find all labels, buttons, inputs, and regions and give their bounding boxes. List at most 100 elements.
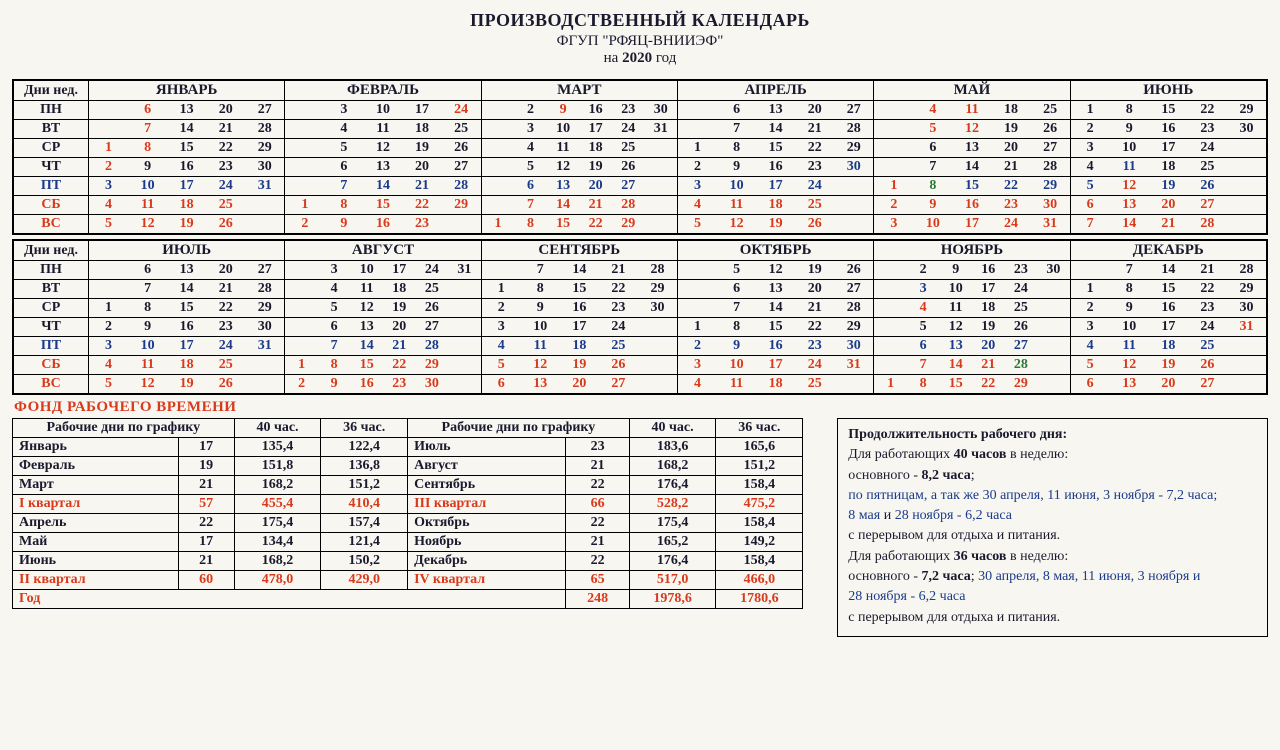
- month-row-cell: 5121926: [874, 120, 1070, 139]
- month-row-cell: 6132027: [481, 375, 677, 394]
- doc-title: ПРОИЗВОДСТВЕННЫЙ КАЛЕНДАРЬ: [12, 10, 1268, 31]
- month-row-cell: 310172431: [1070, 318, 1266, 337]
- month-row-cell: 5121926: [481, 356, 677, 375]
- month-header: МАЙ: [874, 81, 1070, 101]
- month-header: ДЕКАБРЬ: [1070, 241, 1266, 261]
- month-row-cell: 4111825: [677, 196, 873, 215]
- dow-cell: ВС: [14, 215, 89, 234]
- month-row-cell: 5121926: [874, 318, 1070, 337]
- month-row-cell: 29162330: [874, 196, 1070, 215]
- month-row-cell: 3101724: [1070, 139, 1266, 158]
- month-row-cell: 5121926: [677, 215, 873, 234]
- month-row-cell: 4111825: [285, 280, 481, 299]
- month-row-cell: 18152229: [874, 375, 1070, 394]
- dow-cell: ЧТ: [14, 318, 89, 337]
- doc-org: ФГУП "РФЯЦ-ВНИИЭФ": [12, 33, 1268, 50]
- notes-box: Продолжительность рабочего дня: Для рабо…: [837, 418, 1268, 637]
- fund-row: Год2481978,61780,6: [13, 590, 803, 609]
- month-row-cell: 5121926: [1070, 177, 1266, 196]
- month-row-cell: 4111825: [1070, 337, 1266, 356]
- fund-row: Июнь21168,2150,2Декабрь22176,4158,4: [13, 552, 803, 571]
- month-row-cell: 7142128: [677, 120, 873, 139]
- fund-row: I квартал57455,4410,4III квартал66528,24…: [13, 495, 803, 514]
- month-row-cell: 4111825: [89, 356, 285, 375]
- month-row-cell: 7142128: [285, 337, 481, 356]
- month-row-cell: 4111825: [874, 101, 1070, 120]
- month-row-cell: 7142128: [481, 261, 677, 280]
- fund-row: Май17134,4121,4Ноябрь21165,2149,2: [13, 533, 803, 552]
- dow-cell: ВТ: [14, 120, 89, 139]
- month-header: СЕНТЯБРЬ: [481, 241, 677, 261]
- month-row-cell: 18152229: [89, 139, 285, 158]
- month-row-cell: 310172431: [89, 177, 285, 196]
- month-row-cell: 6132027: [1070, 375, 1266, 394]
- month-row-cell: 7142128: [1070, 215, 1266, 234]
- month-header: ФЕВРАЛЬ: [285, 81, 481, 101]
- month-row-cell: 6132027: [89, 101, 285, 120]
- month-row-cell: 29162330: [1070, 299, 1266, 318]
- month-row-cell: 29162330: [677, 337, 873, 356]
- month-row-cell: 18152229: [1070, 280, 1266, 299]
- month-row-cell: 6132027: [285, 158, 481, 177]
- month-row-cell: 29162330: [89, 158, 285, 177]
- month-row-cell: 7142128: [89, 280, 285, 299]
- month-row-cell: 29162330: [874, 261, 1070, 280]
- month-row-cell: 4111825: [874, 299, 1070, 318]
- month-row-cell: 6132027: [481, 177, 677, 196]
- month-row-cell: 7142128: [874, 356, 1070, 375]
- month-row-cell: 18152229: [89, 299, 285, 318]
- month-row-cell: 29162330: [1070, 120, 1266, 139]
- month-row-cell: 5121926: [285, 299, 481, 318]
- calendar-half-1: Дни нед.ЯНВАРЬФЕВРАЛЬМАРТАПРЕЛЬМАЙИЮНЬПН…: [12, 79, 1268, 235]
- month-row-cell: 18152229: [1070, 101, 1266, 120]
- month-header: ИЮЛЬ: [89, 241, 285, 261]
- month-row-cell: 6132027: [1070, 196, 1266, 215]
- month-row-cell: 18152229: [481, 215, 677, 234]
- month-row-cell: 4111825: [1070, 158, 1266, 177]
- fund-table-wrap: Рабочие дни по графику40 час.36 час.Рабо…: [12, 418, 803, 609]
- month-header: ИЮНЬ: [1070, 81, 1266, 101]
- month-row-cell: 7142128: [481, 196, 677, 215]
- month-row-cell: 7142128: [89, 120, 285, 139]
- month-row-cell: 5121926: [89, 215, 285, 234]
- month-row-cell: 310172431: [89, 337, 285, 356]
- fund-row: Апрель22175,4157,4Октябрь22175,4158,4: [13, 514, 803, 533]
- month-row-cell: 6132027: [677, 280, 873, 299]
- month-row-cell: 6132027: [874, 337, 1070, 356]
- month-row-cell: 3101724: [874, 280, 1070, 299]
- month-row-cell: 4111825: [285, 120, 481, 139]
- dow-header: Дни нед.: [14, 241, 89, 261]
- month-header: АПРЕЛЬ: [677, 81, 873, 101]
- month-row-cell: 29162330: [89, 318, 285, 337]
- bottom-section: Рабочие дни по графику40 час.36 час.Рабо…: [12, 418, 1268, 637]
- month-row-cell: 7142128: [1070, 261, 1266, 280]
- dow-cell: ПТ: [14, 177, 89, 196]
- month-row-cell: 6132027: [285, 318, 481, 337]
- month-row-cell: 5121926: [89, 375, 285, 394]
- dow-cell: СР: [14, 139, 89, 158]
- month-header: ЯНВАРЬ: [89, 81, 285, 101]
- month-row-cell: 4111825: [481, 139, 677, 158]
- dow-cell: СБ: [14, 356, 89, 375]
- month-row-cell: 3101724: [481, 318, 677, 337]
- month-row-cell: 18152229: [677, 139, 873, 158]
- fund-row: Январь17135,4122,4Июль23183,6165,6: [13, 438, 803, 457]
- month-row-cell: 4111825: [677, 375, 873, 394]
- month-row-cell: 18152229: [285, 356, 481, 375]
- month-row-cell: 291623: [285, 215, 481, 234]
- month-row-cell: 310172431: [481, 120, 677, 139]
- dow-cell: ПН: [14, 261, 89, 280]
- month-row-cell: 18152229: [481, 280, 677, 299]
- month-row-cell: 6132027: [89, 261, 285, 280]
- month-header: АВГУСТ: [285, 241, 481, 261]
- document-header: ПРОИЗВОДСТВЕННЫЙ КАЛЕНДАРЬ ФГУП "РФЯЦ-ВН…: [12, 10, 1268, 67]
- dow-cell: СБ: [14, 196, 89, 215]
- month-row-cell: 310172431: [285, 261, 481, 280]
- month-row-cell: 18152229: [285, 196, 481, 215]
- month-row-cell: 4111825: [481, 337, 677, 356]
- month-row-cell: 18152229: [874, 177, 1070, 196]
- dow-cell: ВТ: [14, 280, 89, 299]
- month-header: ОКТЯБРЬ: [677, 241, 873, 261]
- month-header: НОЯБРЬ: [874, 241, 1070, 261]
- month-row-cell: 5121926: [285, 139, 481, 158]
